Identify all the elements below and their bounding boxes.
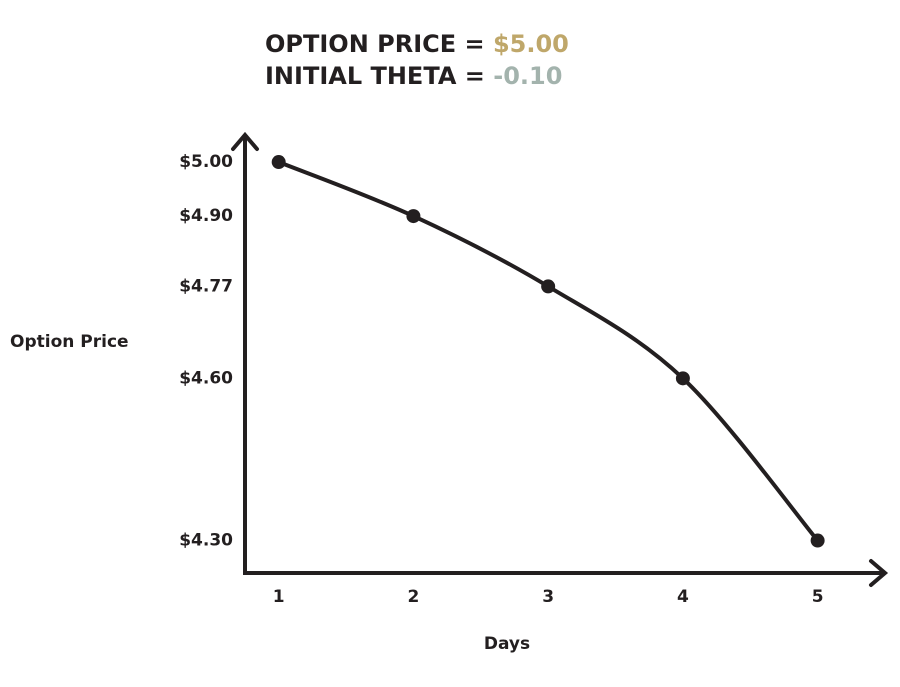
title-text: OPTION PRICE = [265,30,485,58]
y-arrow [231,131,259,151]
title-value: -0.10 [493,62,562,90]
data-point [406,209,421,224]
y-tick-label: $5.00 [179,152,233,172]
data-point [810,533,825,548]
title-line: OPTION PRICE = $5.00 [265,30,569,58]
data-point [675,371,690,386]
title-line: INITIAL THETA = -0.10 [265,62,562,90]
data-point [541,279,556,294]
axes [243,135,885,575]
title-text: INITIAL THETA = [265,62,485,90]
x-tick-label: 1 [273,587,285,607]
x-tick-label: 4 [677,587,689,607]
y-axis-label: Option Price [10,332,129,352]
y-tick-label: $4.60 [179,368,233,388]
y-tick-label: $4.30 [179,531,233,551]
y-tick-label: $4.77 [179,276,233,296]
x-tick-label: 5 [812,587,824,607]
x-axis-label: Days [484,634,530,654]
data-point [271,155,286,170]
price-line [277,160,820,542]
title-value: $5.00 [493,30,569,58]
y-tick-label: $4.90 [179,206,233,226]
x-tick-label: 2 [407,587,419,607]
x-arrow [869,559,889,587]
x-tick-label: 3 [542,587,554,607]
